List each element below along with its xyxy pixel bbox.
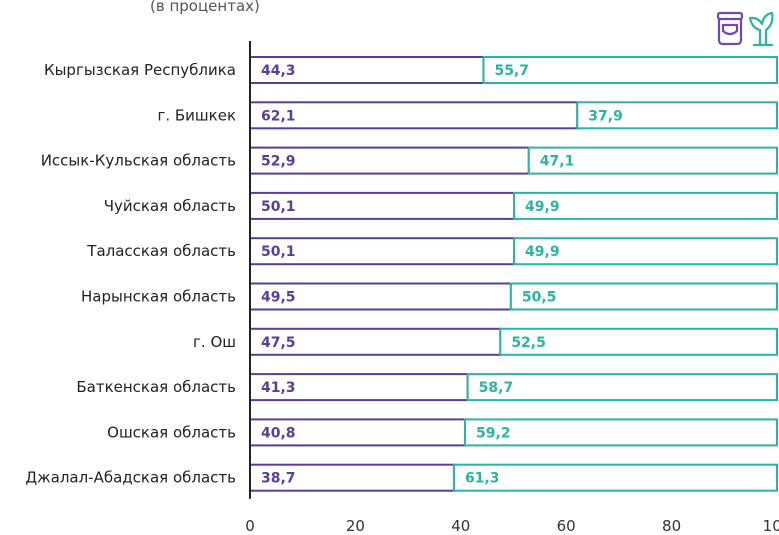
category-label: Баткенская область — [76, 378, 236, 396]
data-label-series-b: 50,5 — [522, 290, 557, 306]
data-label-series-b: 58,7 — [479, 380, 514, 396]
x-tick-label: 20 — [346, 517, 365, 535]
x-axis-ticks: 0 20 40 60 80 100 — [245, 517, 779, 535]
x-tick-label: 80 — [662, 517, 681, 535]
x-tick-label: 0 — [245, 517, 255, 535]
data-label-series-b: 37,9 — [588, 108, 623, 124]
bar-segment-series-b — [482, 56, 778, 84]
chart-subtitle: (в процентах) — [150, 0, 260, 15]
x-tick-label: 40 — [451, 517, 470, 535]
bars-group: 44,3 55,7 62,1 37,9 52,9 47,1 50,1 49,9 50,1 49,9… — [249, 56, 779, 492]
bar-segment-series-b — [499, 327, 778, 356]
bar-segment-series-b — [466, 373, 778, 402]
category-labels: Кыргызская Республика г. Бишкек Иссык-Куль… — [25, 61, 236, 487]
data-label-series-a: 62,1 — [261, 108, 296, 124]
urban-building-icon — [716, 11, 744, 46]
x-tick-label: 100 — [763, 517, 779, 535]
data-label-series-b: 49,9 — [525, 199, 560, 215]
category-label: Ошская область — [107, 423, 236, 441]
data-label-series-b: 59,2 — [476, 425, 511, 441]
bar-segment-series-b — [513, 191, 778, 220]
bar-segment-series-a — [249, 327, 502, 356]
bar-segment-series-a — [249, 101, 579, 130]
x-tick-label: 60 — [557, 517, 576, 535]
bar-segment-series-b — [452, 463, 778, 492]
rural-plant-icon — [748, 11, 774, 47]
data-label-series-a: 50,1 — [261, 244, 296, 260]
bar-segment-series-b — [576, 101, 779, 130]
data-label-series-b: 47,1 — [540, 154, 575, 170]
legend-icons — [716, 11, 774, 47]
category-label: Чуйская область — [104, 197, 236, 215]
category-label: г. Ош — [193, 333, 236, 351]
data-label-series-a: 50,1 — [261, 199, 296, 215]
data-label-series-b: 52,5 — [511, 335, 546, 351]
bar-segment-series-b — [464, 418, 778, 447]
data-label-series-a: 52,9 — [261, 154, 296, 170]
data-label-series-a: 41,3 — [261, 380, 296, 396]
category-label: Таласская область — [86, 242, 236, 260]
category-label: Нарынская область — [81, 288, 236, 306]
data-label-series-a: 49,5 — [261, 290, 296, 306]
category-label: Иссык-Кульская область — [41, 152, 236, 170]
bar-segment-series-a — [249, 282, 512, 311]
data-label-series-a: 38,7 — [261, 471, 296, 487]
data-label-series-b: 61,3 — [465, 471, 500, 487]
data-label-series-b: 55,7 — [494, 63, 529, 79]
bar-segment-series-b — [509, 282, 778, 311]
data-label-series-b: 49,9 — [525, 244, 560, 260]
category-label: г. Бишкек — [157, 106, 236, 124]
category-label: Кыргызская Республика — [44, 61, 236, 79]
category-label: Джалал-Абадская область — [25, 469, 236, 487]
data-label-series-a: 44,3 — [261, 63, 296, 79]
bar-segment-series-b — [527, 146, 779, 175]
data-label-series-a: 47,5 — [261, 335, 296, 351]
bar-segment-series-b — [513, 237, 778, 266]
data-label-series-a: 40,8 — [261, 425, 296, 441]
